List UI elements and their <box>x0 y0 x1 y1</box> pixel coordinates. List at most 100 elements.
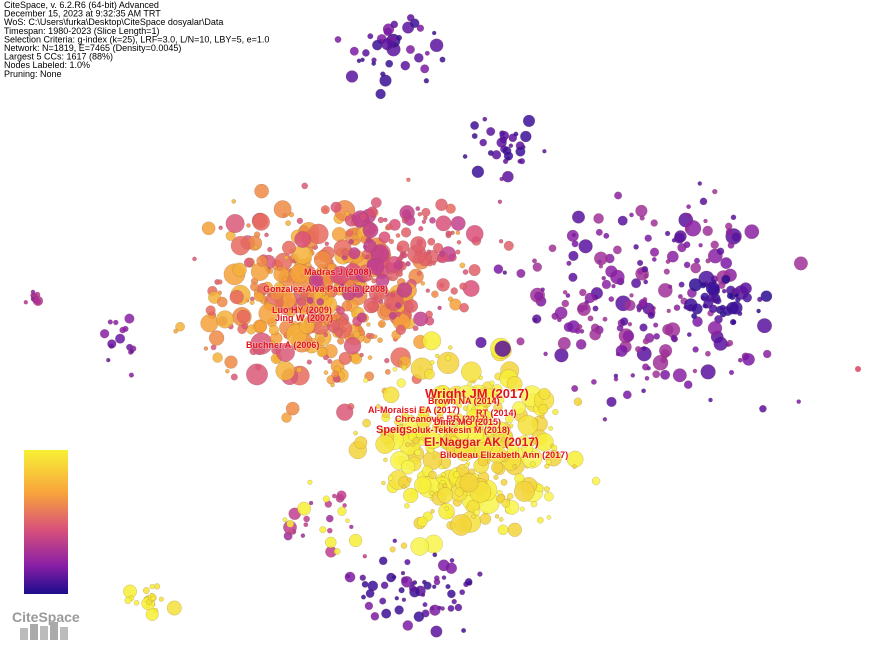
node <box>742 292 753 303</box>
node <box>606 396 617 408</box>
node <box>468 264 481 277</box>
node <box>479 138 488 147</box>
logo-bar <box>20 628 28 640</box>
node <box>471 165 485 179</box>
node <box>494 421 508 435</box>
node <box>545 459 552 465</box>
node <box>380 71 386 77</box>
node <box>516 268 526 278</box>
node <box>595 228 603 236</box>
node <box>517 414 539 436</box>
node <box>429 217 436 224</box>
node <box>338 351 352 365</box>
node <box>602 316 608 322</box>
node <box>282 213 287 218</box>
node <box>479 513 492 525</box>
node <box>705 258 711 264</box>
node-layer <box>23 13 861 638</box>
node <box>402 620 414 631</box>
node <box>360 57 365 63</box>
node <box>421 219 427 224</box>
node <box>629 212 634 218</box>
node <box>363 297 380 314</box>
node <box>281 240 297 255</box>
node <box>122 325 129 333</box>
node <box>433 393 438 398</box>
node <box>699 197 708 206</box>
node <box>353 430 358 436</box>
node <box>728 369 735 376</box>
node <box>309 341 315 346</box>
node <box>423 581 432 590</box>
node <box>224 355 238 369</box>
node <box>412 325 419 332</box>
node <box>683 304 689 310</box>
node <box>498 239 504 244</box>
node <box>552 408 559 416</box>
node <box>437 351 460 375</box>
node <box>725 228 734 236</box>
node <box>462 154 468 159</box>
node <box>614 191 623 200</box>
node <box>641 265 649 273</box>
node <box>450 215 466 231</box>
node <box>428 470 437 480</box>
node <box>270 340 275 345</box>
node <box>611 283 616 289</box>
node <box>337 506 347 516</box>
node <box>425 288 431 293</box>
node <box>742 353 755 366</box>
node <box>579 288 587 297</box>
node <box>631 278 642 289</box>
node <box>692 316 703 327</box>
node <box>381 480 386 486</box>
node <box>504 439 510 445</box>
logo-bar <box>30 624 38 640</box>
node <box>737 311 743 317</box>
node <box>721 274 731 284</box>
node <box>378 231 391 244</box>
node <box>652 370 661 379</box>
node <box>463 463 469 469</box>
node <box>571 240 579 248</box>
node <box>445 354 451 361</box>
node <box>254 183 269 199</box>
node <box>644 375 650 381</box>
node <box>400 459 416 475</box>
node <box>551 444 558 451</box>
node <box>323 332 329 338</box>
node <box>513 131 519 137</box>
node <box>543 486 550 493</box>
node <box>608 296 615 303</box>
node <box>429 490 435 496</box>
node <box>507 522 522 537</box>
node <box>337 337 345 345</box>
header-line: Nodes Labeled: 1.0% <box>4 60 90 70</box>
node <box>404 299 419 313</box>
node <box>739 282 752 295</box>
node <box>454 440 476 462</box>
node <box>124 596 132 604</box>
node <box>243 257 254 268</box>
node <box>371 39 383 51</box>
node <box>367 33 374 40</box>
node <box>276 343 295 362</box>
node <box>451 598 457 605</box>
node <box>383 27 393 37</box>
node <box>231 199 237 204</box>
node <box>638 298 648 308</box>
node <box>489 380 495 386</box>
node <box>303 522 309 528</box>
node <box>407 477 412 483</box>
node <box>508 143 514 149</box>
node <box>660 369 671 380</box>
node <box>392 538 398 544</box>
node <box>385 223 393 231</box>
header: CiteSpace, v. 6.2.R6 (64-bit) AdvancedDe… <box>4 0 269 79</box>
node <box>366 206 378 218</box>
node <box>462 269 469 275</box>
node <box>684 220 702 237</box>
node-label: Chrcanovic BR (2017) <box>395 414 488 424</box>
header-line: CiteSpace, v. 6.2.R6 (64-bit) Advanced <box>4 0 159 10</box>
